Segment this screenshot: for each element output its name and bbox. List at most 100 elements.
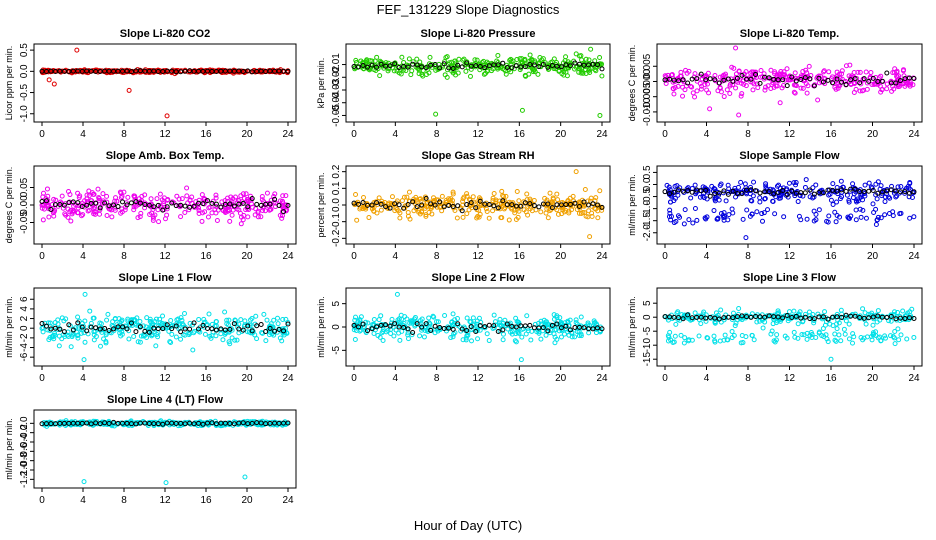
- x-tick-label: 24: [596, 373, 608, 384]
- data-point: [405, 209, 411, 215]
- mean-point: [405, 201, 411, 207]
- outlier-point: [82, 291, 88, 297]
- mean-point: [446, 65, 452, 71]
- data-point: [176, 196, 182, 202]
- mean-point: [191, 203, 197, 209]
- y-tick-label: 0.0: [642, 177, 653, 191]
- mean-point: [667, 76, 673, 82]
- panel-10: Slope Line 4 (LT) Flow ml/min per min. 0 4 8…: [4, 394, 297, 506]
- data-point: [225, 195, 231, 201]
- mean-point: [133, 421, 139, 427]
- data-point: [491, 312, 497, 318]
- data-point: [512, 338, 518, 344]
- data-point: [763, 183, 769, 189]
- data-point: [352, 337, 358, 343]
- mean-point: [133, 329, 139, 335]
- mean-point: [771, 314, 777, 320]
- mean-point: [540, 201, 546, 207]
- mean-point: [870, 75, 876, 81]
- mean-point: [567, 63, 573, 69]
- data-point: [226, 207, 232, 213]
- mean-point: [766, 189, 772, 195]
- data-point: [857, 88, 863, 94]
- mean-point: [816, 75, 822, 81]
- data-point: [781, 214, 787, 220]
- data-point: [772, 339, 778, 345]
- data-point: [476, 197, 482, 203]
- data-point: [779, 314, 785, 320]
- x-tick-label: 20: [555, 129, 567, 140]
- mean-point: [545, 64, 551, 70]
- panel-4: Slope Amb. Box Temp. degrees C per min. 0 4…: [4, 150, 297, 262]
- data-point: [706, 90, 712, 96]
- data-point: [186, 207, 192, 213]
- data-point: [697, 81, 703, 87]
- plot-frame: [345, 43, 611, 123]
- y-tick-label: -0.4: [19, 433, 30, 451]
- mean-point: [807, 187, 813, 193]
- hourly-mean-points: [39, 68, 291, 75]
- data-point: [184, 193, 190, 199]
- data-point: [463, 68, 469, 74]
- data-point: [839, 68, 845, 74]
- x-tick-label: 0: [351, 129, 357, 140]
- mean-point: [39, 199, 45, 205]
- data-point: [909, 195, 915, 201]
- data-point: [209, 333, 215, 339]
- mean-point: [446, 202, 452, 208]
- mean-point: [236, 326, 242, 332]
- data-point: [721, 94, 727, 100]
- data-point: [726, 186, 732, 192]
- data-point: [894, 68, 900, 74]
- mean-point: [213, 421, 219, 427]
- data-point: [150, 215, 156, 221]
- y-tick-label: -0.05: [331, 104, 342, 127]
- data-point: [519, 56, 525, 62]
- mean-point: [160, 421, 166, 427]
- data-point: [731, 332, 737, 338]
- mean-point: [581, 62, 587, 68]
- data-point: [80, 212, 86, 218]
- mean-point: [178, 69, 184, 75]
- data-point: [379, 200, 385, 206]
- mean-point: [151, 68, 157, 74]
- mean-point: [581, 325, 587, 331]
- mean-point: [410, 329, 416, 335]
- data-point: [481, 71, 487, 77]
- data-point: [798, 217, 804, 223]
- data-point: [449, 197, 455, 203]
- data-point: [804, 90, 810, 96]
- mean-point: [866, 78, 872, 84]
- mean-point: [680, 77, 686, 83]
- data-point: [86, 207, 92, 213]
- data-point: [430, 313, 436, 319]
- mean-point: [486, 201, 492, 207]
- data-point: [449, 320, 455, 326]
- data-point: [196, 211, 202, 217]
- mean-point: [93, 200, 99, 206]
- data-point: [516, 330, 522, 336]
- mean-point: [111, 202, 117, 208]
- data-point: [848, 213, 854, 219]
- data-point: [860, 207, 866, 213]
- data-point: [551, 312, 557, 318]
- data-point: [832, 337, 838, 343]
- data-point: [442, 72, 448, 78]
- data-point: [895, 309, 901, 315]
- data-point: [135, 215, 141, 221]
- mean-point: [884, 70, 890, 76]
- mean-point: [911, 75, 917, 81]
- mean-point: [662, 77, 668, 83]
- outlier-point: [707, 106, 713, 112]
- data-point: [376, 317, 382, 323]
- mean-point: [848, 186, 854, 192]
- mean-point: [527, 201, 533, 207]
- data-point: [154, 196, 160, 202]
- data-point: [472, 57, 478, 63]
- mean-point: [780, 77, 786, 83]
- y-tick-label: 4: [19, 306, 30, 312]
- data-point: [771, 338, 777, 344]
- data-point: [873, 329, 879, 335]
- data-point: [770, 198, 776, 204]
- data-point: [838, 307, 844, 313]
